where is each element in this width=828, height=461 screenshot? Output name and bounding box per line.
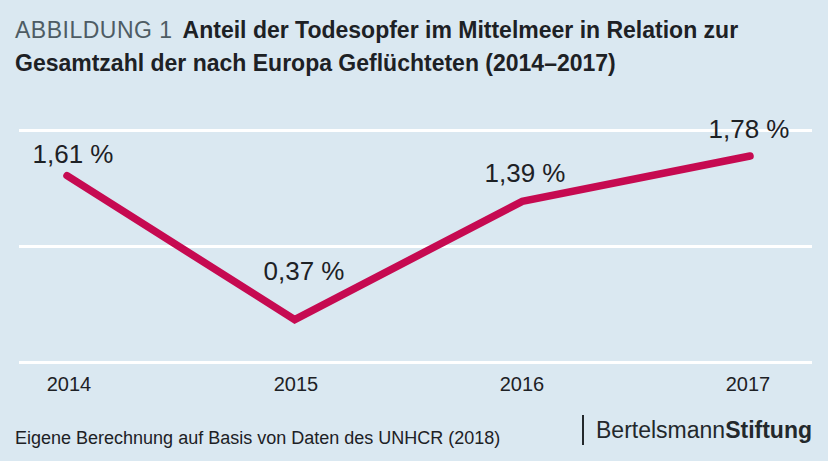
data-label-2017: 1,78 % — [709, 116, 790, 142]
x-axis-tick-2016: 2016 — [500, 374, 545, 394]
logo-divider-bar — [582, 415, 584, 445]
bertelsmann-stiftung-logo: BertelsmannStiftung — [582, 415, 812, 445]
data-label-2015: 0,37 % — [264, 258, 345, 284]
data-label-2014: 1,61 % — [33, 141, 114, 167]
x-axis-tick-2015: 2015 — [274, 374, 319, 394]
x-axis-tick-2017: 2017 — [726, 374, 771, 394]
source-note: Eigene Berechnung auf Basis von Daten de… — [15, 427, 500, 449]
data-label-2016: 1,39 % — [485, 160, 566, 186]
figure-abbildung-1: ABBILDUNG 1Anteil der Todesopfer im Mitt… — [0, 0, 828, 461]
logo-text-regular: Bertelsmann — [596, 415, 725, 445]
data-series-line — [67, 156, 750, 320]
line-chart — [0, 0, 828, 461]
logo-text-bold: Stiftung — [725, 415, 812, 445]
x-axis-tick-2014: 2014 — [47, 374, 92, 394]
